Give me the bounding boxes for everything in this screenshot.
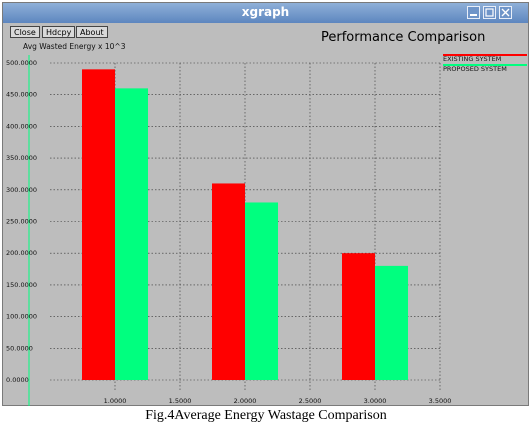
- window-title: xgraph: [241, 5, 290, 19]
- x-tick-label: 2.0000: [234, 397, 257, 405]
- x-tick-label: 1.0000: [104, 397, 127, 405]
- x-tick-label: 3.5000: [429, 397, 452, 405]
- figure-caption: Fig.4Average Energy Wastage Comparison: [145, 408, 387, 423]
- y-tick-label: 300.0000: [6, 186, 37, 194]
- chart-title: Performance Comparison: [321, 30, 486, 45]
- close-window-icon[interactable]: [499, 6, 512, 19]
- y-tick-label: 100.0000: [6, 313, 37, 321]
- y-tick-label: 50.0000: [6, 344, 33, 352]
- bar-proposed-2: [245, 202, 278, 380]
- legend-existing-label: EXISTING SYSTEM: [443, 55, 502, 63]
- maximize-icon[interactable]: [483, 6, 496, 19]
- y-axis-label: Avg Wasted Energy x 10^3: [23, 42, 126, 51]
- bar-existing-1: [82, 69, 115, 380]
- y-tick-label: 150.0000: [6, 281, 37, 289]
- y-tick-label: 500.0000: [6, 59, 37, 67]
- x-tick-label: 1.5000: [169, 397, 192, 405]
- y-tick-label: 250.0000: [6, 218, 37, 226]
- about-button[interactable]: About: [76, 26, 108, 38]
- bar-proposed-1: [115, 88, 148, 381]
- x-tick-label: 2.5000: [299, 397, 322, 405]
- y-tick-label: 350.0000: [6, 154, 37, 162]
- close-button[interactable]: Close: [10, 26, 40, 38]
- y-tick-label: 0.0000: [6, 376, 29, 384]
- bar-chart: 0.0000 50.0000 100.0000 150.0000 200.0000 250…: [6, 54, 527, 406]
- minimize-icon[interactable]: [467, 6, 480, 19]
- legend-proposed-label: PROPOSED SYSTEM: [443, 65, 507, 73]
- title-bar[interactable]: xgraph: [3, 3, 528, 23]
- y-tick-label: 400.0000: [6, 122, 37, 130]
- y-tick-label: 450.0000: [6, 91, 37, 99]
- x-tick-label: 3.0000: [364, 397, 387, 405]
- y-tick-label: 200.0000: [6, 249, 37, 257]
- bar-existing-3: [342, 253, 375, 380]
- hdcopy-button[interactable]: Hdcpy: [42, 26, 76, 38]
- bar-proposed-3: [375, 265, 408, 380]
- bar-existing-2: [212, 183, 245, 380]
